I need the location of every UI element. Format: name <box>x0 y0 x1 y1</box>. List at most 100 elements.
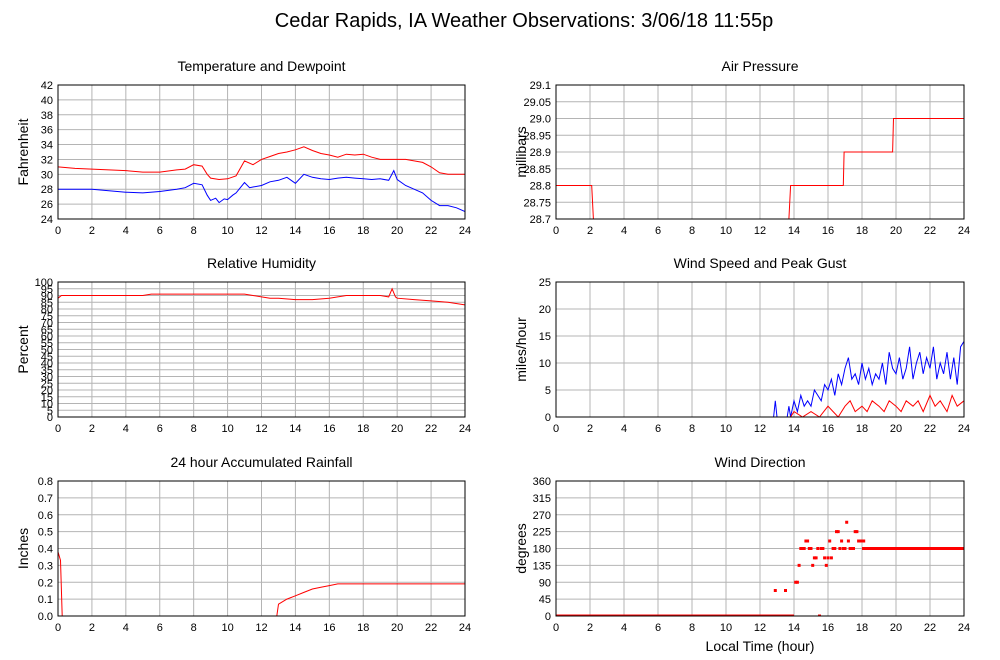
y-tick-label: 29.1 <box>530 80 551 92</box>
x-tick-label: 18 <box>856 423 868 435</box>
panel-title: Wind Speed and Peak Gust <box>674 255 847 271</box>
y-tick-label: 85 <box>41 297 53 309</box>
x-tick-label: 4 <box>123 423 129 435</box>
y-tick-label: 34 <box>41 140 53 152</box>
y-axis-label: millibars <box>513 126 529 177</box>
data-point <box>855 530 859 534</box>
y-tick-label: 0 <box>545 412 551 424</box>
data-point <box>806 539 810 543</box>
y-tick-label: 75 <box>41 311 53 323</box>
data-point <box>831 547 835 550</box>
y-tick-label: 38 <box>41 110 53 122</box>
y-tick-label: 15 <box>41 392 53 404</box>
plot-area <box>556 118 964 219</box>
data-point <box>804 539 808 543</box>
x-tick-label: 22 <box>924 225 936 237</box>
y-tick-label: 0.5 <box>38 527 53 539</box>
x-tick-label: 16 <box>323 225 335 237</box>
data-point <box>799 547 803 550</box>
x-tick-label: 20 <box>890 225 902 237</box>
x-tick-label: 6 <box>157 622 163 634</box>
x-tick-label: 22 <box>425 225 437 237</box>
y-tick-label: 90 <box>41 291 53 303</box>
data-point <box>860 539 864 543</box>
data-point <box>794 580 798 584</box>
y-tick-label: 10 <box>41 399 53 411</box>
y-tick-label: 0.1 <box>38 594 53 606</box>
data-point <box>841 547 845 550</box>
figure-title: Cedar Rapids, IA Weather Observations: 3… <box>275 10 773 32</box>
y-tick-label: 55 <box>41 338 53 350</box>
x-tick-label: 12 <box>255 622 267 634</box>
x-tick-label: 4 <box>123 225 129 237</box>
y-tick-label: 28.95 <box>523 130 551 142</box>
y-tick-label: 30 <box>41 372 53 384</box>
y-axis-label: miles/hour <box>513 317 529 382</box>
y-tick-label: 0.8 <box>38 476 53 488</box>
data-point <box>795 580 799 584</box>
y-tick-label: 40 <box>41 358 53 370</box>
x-tick-label: 12 <box>255 225 267 237</box>
y-tick-label: 28.75 <box>523 197 551 209</box>
y-tick-label: 30 <box>41 169 53 181</box>
y-tick-label: 5 <box>545 385 551 397</box>
x-tick-label: 0 <box>553 622 559 634</box>
x-tick-label: 22 <box>425 622 437 634</box>
x-tick-label: 20 <box>890 622 902 634</box>
panel-title: Relative Humidity <box>207 255 316 271</box>
data-point <box>826 556 830 560</box>
y-tick-label: 32 <box>41 154 53 166</box>
y-tick-label: 45 <box>539 594 551 606</box>
y-tick-label: 0.0 <box>38 611 53 623</box>
y-tick-label: 0 <box>47 412 53 424</box>
series-line-1 <box>58 146 465 181</box>
y-axis-label: Fahrenheit <box>15 118 31 185</box>
y-tick-label: 45 <box>41 351 53 363</box>
x-tick-label: 12 <box>754 225 766 237</box>
y-tick-label: 5 <box>47 405 53 417</box>
data-point <box>848 547 852 550</box>
x-tick-label: 20 <box>391 622 403 634</box>
x-tick-label: 12 <box>255 423 267 435</box>
x-tick-label: 22 <box>924 622 936 634</box>
y-tick-label: 28.9 <box>530 147 551 159</box>
x-tick-label: 8 <box>191 622 197 634</box>
panel-title: Air Pressure <box>721 58 798 74</box>
data-point <box>821 547 825 550</box>
y-tick-label: 25 <box>539 277 551 289</box>
data-point <box>845 520 849 524</box>
y-tick-label: 25 <box>41 378 53 390</box>
x-tick-label: 6 <box>655 622 661 634</box>
data-point <box>852 547 855 550</box>
panel-title: Wind Direction <box>714 454 805 470</box>
data-point <box>857 539 861 543</box>
y-tick-label: 42 <box>41 80 53 92</box>
x-tick-label: 4 <box>621 225 627 237</box>
y-tick-label: 70 <box>41 318 53 330</box>
x-tick-label: 8 <box>689 423 695 435</box>
x-tick-label: 4 <box>123 622 129 634</box>
y-axis-label: degrees <box>513 523 529 574</box>
x-tick-label: 14 <box>289 225 301 237</box>
y-tick-label: 0.2 <box>38 577 53 589</box>
plot-frame <box>555 281 965 418</box>
series-line-1 <box>58 551 465 616</box>
x-axis-label-bottom: Local Time (hour) <box>706 638 815 654</box>
x-tick-label: 18 <box>856 225 868 237</box>
data-point <box>833 547 837 550</box>
x-tick-label: 20 <box>391 423 403 435</box>
plot-area <box>58 146 465 213</box>
y-tick-label: 40 <box>41 95 53 107</box>
series-line-2 <box>58 169 465 213</box>
data-point <box>850 547 854 550</box>
x-tick-label: 16 <box>822 225 834 237</box>
x-tick-label: 16 <box>323 622 335 634</box>
data-point <box>846 539 850 543</box>
y-tick-label: 15 <box>539 331 551 343</box>
y-tick-label: 95 <box>41 284 53 296</box>
data-point <box>818 614 821 616</box>
x-tick-label: 22 <box>425 423 437 435</box>
